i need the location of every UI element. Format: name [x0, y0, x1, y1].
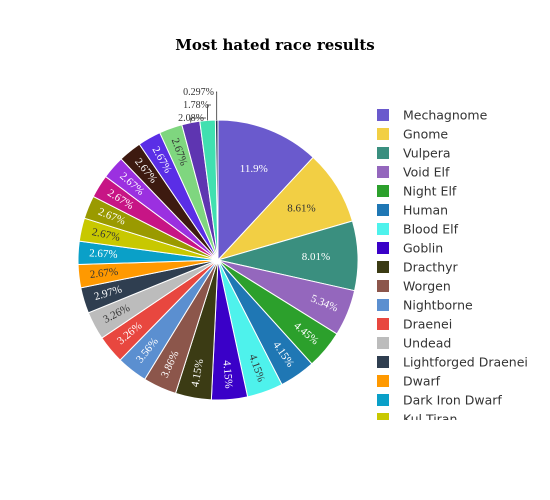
slice-value-label: 8.61%: [287, 203, 315, 215]
legend-item[interactable]: Mechagnome: [377, 108, 488, 123]
legend-item[interactable]: Draenei: [377, 317, 452, 332]
legend-label: Goblin: [403, 241, 443, 256]
legend-item[interactable]: Night Elf: [377, 184, 457, 199]
slice-value-label: 4.15%: [220, 360, 234, 389]
slice-value-label: 1.78%: [183, 100, 209, 111]
legend-label: Blood Elf: [403, 222, 459, 237]
slice-value-label: 11.9%: [240, 163, 268, 175]
pie-slice[interactable]: [217, 119, 314, 262]
slice-value-label: 2.67%: [89, 247, 118, 260]
legend-item[interactable]: Vulpera: [377, 146, 451, 161]
legend-swatch: [377, 223, 389, 235]
slice-value-label: 8.01%: [302, 251, 330, 263]
legend-swatch: [377, 128, 389, 140]
legend-swatch: [377, 356, 389, 368]
legend-swatch: [377, 109, 389, 121]
slice-value-label: 4.15%: [189, 358, 206, 388]
legend-swatch: [377, 299, 389, 311]
legend-item[interactable]: Lightforged Draenei: [377, 355, 528, 370]
legend-label: Dwarf: [403, 374, 441, 389]
chart-title: Most hated race results: [175, 36, 374, 54]
legend-item[interactable]: Nightborne: [377, 298, 473, 313]
legend-swatch: [377, 242, 389, 254]
legend-item[interactable]: Gnome: [377, 127, 448, 142]
legend-swatch: [377, 318, 389, 330]
label-leader-line: [190, 117, 206, 123]
legend-swatch: [377, 204, 389, 216]
legend-label: Night Elf: [403, 184, 457, 199]
slice-value-label: 2.67%: [89, 266, 119, 281]
legend-swatch: [377, 185, 389, 197]
legend-swatch: [377, 413, 389, 420]
label-leader-line: [216, 91, 218, 121]
legend-label: Lightforged Draenei: [403, 355, 528, 370]
label-leader-line: [207, 104, 211, 121]
legend-label: Mechagnome: [403, 108, 488, 123]
legend-label: Dracthyr: [403, 260, 459, 275]
legend-label: Worgen: [403, 279, 451, 294]
pie-slices: [77, 119, 359, 401]
legend-swatch: [377, 261, 389, 273]
legend: Mechagnome Gnome Vulpera Void Elf Night Elf H…: [377, 108, 528, 427]
legend-label: Vulpera: [403, 146, 451, 161]
legend-label: Kul Tiran: [403, 412, 457, 427]
legend-label: Human: [403, 203, 448, 218]
legend-item[interactable]: Human: [377, 203, 448, 218]
slice-value-label: 0.297%: [183, 87, 214, 98]
legend-item[interactable]: Blood Elf: [377, 222, 459, 237]
legend-swatch: [377, 394, 389, 406]
outside-labels: 0.297% 1.78% 2.08%: [178, 87, 218, 124]
legend-swatch: [377, 337, 389, 349]
legend-swatch: [377, 280, 389, 292]
legend-label: Nightborne: [403, 298, 473, 313]
legend-label: Draenei: [403, 317, 452, 332]
legend-item[interactable]: Void Elf: [377, 165, 450, 180]
legend-item[interactable]: Goblin: [377, 241, 443, 256]
legend-swatch: [377, 375, 389, 387]
legend-swatch: [377, 166, 389, 178]
legend-item[interactable]: Dark Iron Dwarf: [377, 393, 502, 408]
legend-label: Undead: [403, 336, 451, 351]
slice-value-label: 2.08%: [178, 113, 204, 124]
legend-item[interactable]: Dracthyr: [377, 260, 459, 275]
legend-item[interactable]: Undead: [377, 336, 451, 351]
legend-label: Dark Iron Dwarf: [403, 393, 502, 408]
legend-item[interactable]: Kul Tiran: [377, 412, 457, 427]
legend-label: Gnome: [403, 127, 448, 142]
legend-item[interactable]: Worgen: [377, 279, 451, 294]
legend-item[interactable]: Dwarf: [377, 374, 441, 389]
legend-swatch: [377, 147, 389, 159]
legend-label: Void Elf: [403, 165, 450, 180]
